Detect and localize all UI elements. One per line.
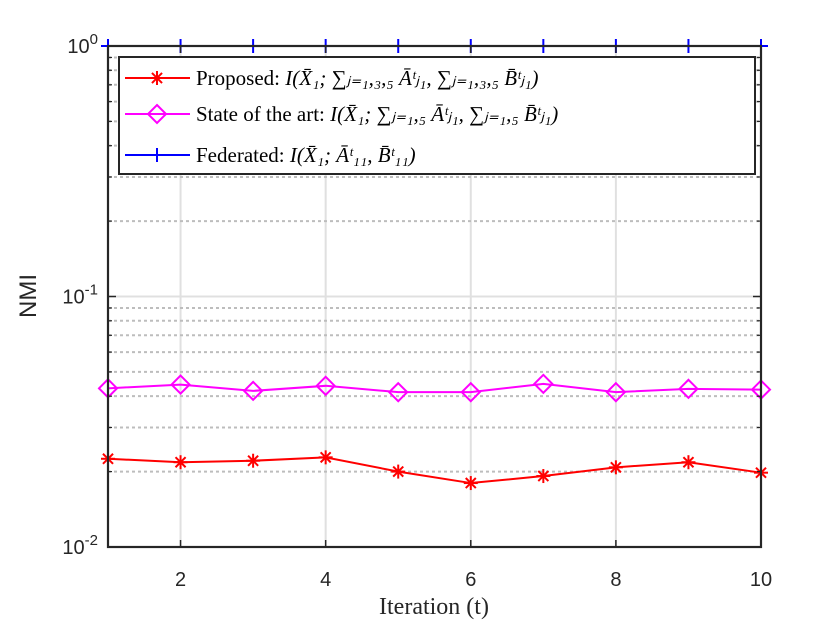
- legend: Proposed: I(X̄₁; ∑ⱼ₌₁,₃,₅ Āᵗⱼ₁, ∑ⱼ₌₁,₃,₅…: [118, 56, 756, 175]
- x-tick-label: 10: [750, 569, 772, 591]
- diamond-marker: [170, 374, 191, 396]
- asterisk-marker: [150, 71, 164, 85]
- marker-stroke: [174, 456, 187, 468]
- legend-math-expression: I(X̄₁; ∑ⱼ₌₁,₅ Āᵗⱼ₁, ∑ⱼ₌₁,₅ B̄ᵗⱼ₁): [329, 102, 558, 126]
- legend-entry-2: State of the art: I(X̄₁; ∑ⱼ₌₁,₅ Āᵗⱼ₁, ∑ⱼ…: [125, 102, 558, 126]
- diamond-marker: [315, 375, 337, 397]
- x-axis-label: Iteration (t): [379, 594, 489, 620]
- legend-math-expression: I(X̄₁; ∑ⱼ₌₁,₃,₅ Āᵗⱼ₁, ∑ⱼ₌₁,₃,₅ B̄ᵗⱼ₁): [284, 66, 538, 90]
- asterisk-marker: [391, 464, 406, 479]
- y-tick-label: 10-1: [62, 282, 98, 309]
- x-tick-label: 2: [175, 569, 186, 591]
- diamond-marker: [605, 381, 627, 403]
- asterisk-marker: [318, 450, 333, 465]
- plus-marker: [150, 148, 164, 162]
- legend-box: [118, 56, 756, 175]
- marker-stroke: [392, 465, 404, 478]
- marker-stroke: [682, 456, 695, 468]
- y-tick-exponent: -2: [85, 532, 98, 549]
- marker-stroke: [151, 72, 163, 84]
- legend-math-expression: I(X̄₁; Āᵗ₁₁, B̄ᵗ₁₁): [289, 143, 416, 167]
- asterisk-marker: [173, 455, 188, 470]
- marker-stroke: [247, 454, 259, 467]
- y-tick-exponent: -1: [85, 282, 98, 299]
- legend-series-name: Federated:: [196, 143, 290, 167]
- series-line: [107, 382, 762, 394]
- diamond-marker: [146, 103, 168, 125]
- y-tick-base: 10: [62, 287, 84, 309]
- diamond-marker: [678, 378, 699, 400]
- y-axis-label: NMI: [15, 274, 42, 318]
- y-tick-exponent: 0: [90, 31, 98, 48]
- marker-stroke: [319, 451, 332, 464]
- series-line: [107, 456, 762, 485]
- asterisk-marker: [463, 476, 478, 491]
- legend-series-name: Proposed:: [196, 66, 285, 90]
- y-tick-label: 10-2: [62, 532, 98, 559]
- diamond-marker: [532, 373, 554, 395]
- legend-entry-1: Proposed: I(X̄₁; ∑ⱼ₌₁,₃,₅ Āᵗⱼ₁, ∑ⱼ₌₁,₃,₅…: [125, 66, 539, 90]
- legend-label: Federated: I(X̄₁; Āᵗ₁₁, B̄ᵗ₁₁): [196, 143, 416, 167]
- x-tick-label: 4: [320, 569, 331, 591]
- diamond-marker: [460, 381, 482, 403]
- asterisk-marker: [536, 469, 551, 484]
- asterisk-marker: [246, 453, 261, 468]
- marker-stroke: [610, 461, 622, 474]
- legend-series-name: State of the art:: [196, 102, 330, 126]
- x-tick-label: 8: [610, 569, 621, 591]
- marker-stroke: [537, 470, 550, 482]
- x-tick-label: 6: [465, 569, 476, 591]
- diamond-marker: [242, 380, 264, 402]
- y-tick-base: 10: [67, 36, 89, 58]
- legend-entry-3: Federated: I(X̄₁; Āᵗ₁₁, B̄ᵗ₁₁): [125, 143, 416, 167]
- y-tick-label: 100: [67, 31, 98, 58]
- y-tick-base: 10: [62, 537, 84, 559]
- asterisk-marker: [608, 460, 623, 475]
- asterisk-marker: [681, 455, 696, 470]
- diamond-marker: [387, 381, 409, 403]
- marker-stroke: [465, 477, 477, 489]
- legend-label: State of the art: I(X̄₁; ∑ⱼ₌₁,₅ Āᵗⱼ₁, ∑ⱼ…: [196, 102, 558, 126]
- legend-label: Proposed: I(X̄₁; ∑ⱼ₌₁,₃,₅ Āᵗⱼ₁, ∑ⱼ₌₁,₃,₅…: [196, 66, 539, 90]
- series-2: [97, 373, 772, 403]
